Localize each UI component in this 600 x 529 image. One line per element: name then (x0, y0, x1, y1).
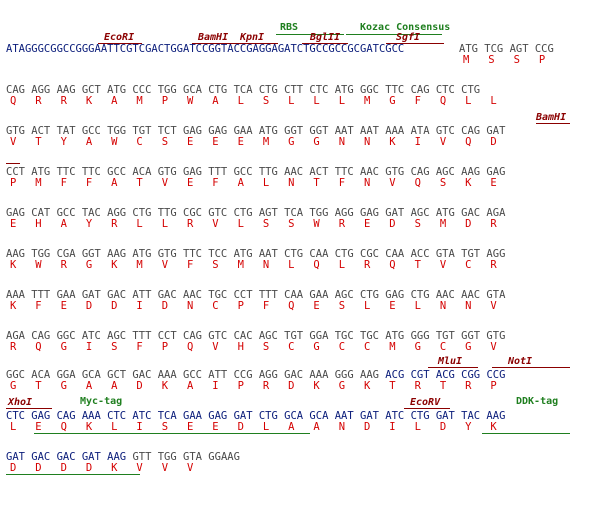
sgfi-line (386, 43, 444, 44)
myc-tag-underline (34, 433, 310, 434)
bamhi-label: BamHI (198, 32, 229, 43)
ecorv-line (404, 408, 450, 409)
bamhi-2-line (536, 123, 570, 124)
dna-line-2: GTG ACT TAT GCC TGG TGT TCT GAG GAG GAA … (6, 125, 506, 137)
dna-line-4: GAG CAT GCC TAC AGG CTG TTG CGC GTC CTG … (6, 207, 506, 219)
dna-line-10: GAT GAC GAC GAT AAG GTT TGG GTA GGAAG (6, 451, 240, 463)
bamhi-line (192, 43, 236, 44)
rbs-label: RBS (280, 22, 299, 33)
ddk-tag-label: DDK-tag (516, 396, 559, 407)
noti-label: NotI (508, 356, 533, 367)
aa-line-7: R Q G I S F P Q V H S C G C C M G C G V (10, 341, 497, 353)
myc-tag-label: Myc-tag (80, 396, 123, 407)
dna-line-0: ATG TCG AGT CCG (459, 43, 554, 55)
aa-line-4: E H A Y R L L R V L S S W R E D S M D R (10, 218, 497, 230)
dna-line-9: CTC GAG CAG AAA CTC ATC TCA GAA GAG GAT … (6, 410, 506, 422)
dna-line-6: AAA TTT GAA GAT GAC ATT GAC AAC TGC CCT … (6, 289, 506, 301)
aa-line-2: V T Y A W C S E E E M G G N N K I V Q D (10, 136, 497, 148)
leader-sequence: ATAGGGCGGCCGGGAATTCGTCGACTGGATCCGGTACCGA… (6, 43, 405, 55)
ecorv-label: EcoRV (410, 397, 441, 408)
dna-line-3: CCT ATG TTC TTC GCC ACA GTG GAG TTT GCC … (6, 166, 506, 178)
aa-line-6: K F E D D I D N C P F Q E S L E L N N V (10, 300, 497, 312)
aa-line-10: D D D D K V V V (10, 462, 194, 474)
mlui-label: MluI (438, 356, 463, 367)
aa-line-9: L E Q K L I S E E D L A A N D I L D Y K (10, 421, 497, 433)
kozac-consensus-label: Kozac Consensus (360, 22, 451, 33)
aa-line-3: P M F F A T V E F A L N T F N V Q S K E (10, 177, 497, 189)
bglii-label: BglII (310, 32, 341, 43)
mlui-line (428, 367, 478, 368)
dna-line-5: AAG TGG CGA GGT AAG ATG GTG TTC TCC ATG … (6, 248, 506, 260)
bamhi-2-label: BamHI (536, 112, 567, 123)
dna-line-1: CAG AGG AAG GCT ATG CCC TGG GCA CTG TCA … (6, 84, 481, 96)
bamhi-2-line-continued (6, 163, 20, 164)
aa-line-5: K W R G K M V F S M N L Q L R Q T V C R (10, 259, 497, 271)
aa-line-1: Q R R K A M P W A L S L L L M G F Q L L (10, 95, 497, 107)
ecori-label: EcoRI (104, 32, 135, 43)
xhoi-label: XhoI (8, 397, 33, 408)
aa-line-8: G T G A A D K A I P R D K G K T R T R P (10, 380, 497, 392)
sgfi-label: SgfI (396, 32, 421, 43)
kpni-line (236, 43, 278, 44)
aa-line-0: M S S P (463, 54, 546, 66)
noti-line (492, 367, 570, 368)
ecori-line (98, 43, 142, 44)
dna-line-8: GGC ACA GGA GCA GCT GAC AAA GCC ATT CCG … (6, 369, 506, 381)
ddk-tag-underline-1 (482, 433, 570, 434)
xhoi-line (6, 408, 52, 409)
bglii-line (302, 43, 348, 44)
kpni-label: KpnI (240, 32, 265, 43)
dna-line-7: AGA CAG GGC ATC AGC TTT CCT CAG GTC CAC … (6, 330, 506, 342)
ddk-tag-underline-2 (6, 474, 140, 475)
kozac-line (346, 34, 442, 35)
rbs-line (276, 34, 344, 35)
